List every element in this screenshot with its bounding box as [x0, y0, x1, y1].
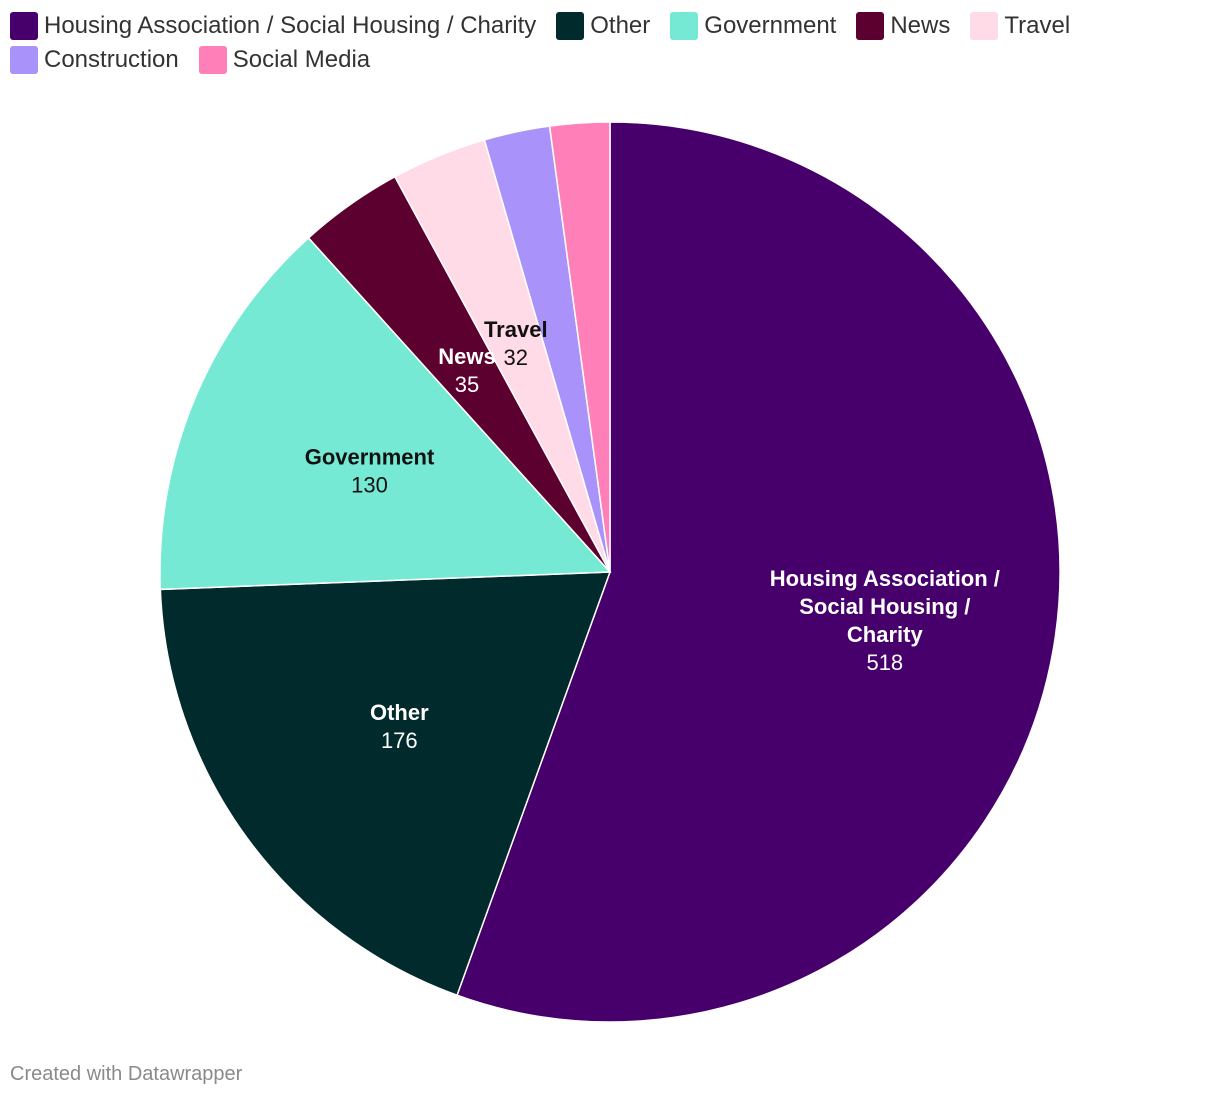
credit-text: Created with Datawrapper — [10, 1063, 243, 1085]
pie-slice — [159, 571, 612, 997]
pie-slice — [548, 121, 611, 573]
legend-item: Social Media — [198, 46, 371, 74]
slice-label: Travel — [484, 317, 548, 342]
slice-label: Social Housing / — [799, 594, 970, 619]
legend-item: Construction — [10, 46, 179, 74]
slice-label: Government — [305, 445, 435, 470]
slice-value-label: 176 — [381, 728, 418, 753]
slice-value-label: 35 — [455, 372, 479, 397]
slice-label: Charity — [847, 622, 924, 647]
legend-label: Travel — [1004, 12, 1071, 39]
legend-label: Construction — [44, 46, 179, 73]
slice-value-label: 32 — [504, 345, 528, 370]
legend-swatch — [10, 46, 38, 74]
legend-item: News — [856, 12, 950, 40]
legend-swatch — [970, 12, 999, 40]
legend-swatch — [670, 12, 699, 40]
slice-value-label: 130 — [351, 473, 388, 498]
chart-legend: Housing Association / Social Housing / C… — [10, 12, 1160, 74]
legend-item: Government — [670, 12, 836, 40]
legend-swatch — [856, 12, 885, 40]
pie-slice — [159, 236, 612, 591]
legend-item: Other — [556, 12, 650, 40]
legend-label: Government — [704, 12, 837, 39]
legend-swatch — [556, 12, 585, 40]
legend-swatch — [10, 12, 38, 40]
legend-label: Other — [590, 12, 651, 39]
legend-label: Social Media — [232, 46, 371, 73]
legend-item: Housing Association / Social Housing / C… — [10, 12, 536, 40]
pie-slice — [456, 121, 1061, 1023]
slice-label: Housing Association / — [770, 566, 1000, 591]
legend-label: News — [890, 12, 951, 39]
legend-item: Travel — [970, 12, 1070, 40]
legend-swatch — [198, 46, 227, 74]
slice-label: News — [438, 344, 495, 369]
slice-value-label: 518 — [866, 650, 903, 675]
legend-label: Housing Association / Social Housing / C… — [44, 12, 537, 39]
slice-label: Other — [370, 700, 429, 725]
